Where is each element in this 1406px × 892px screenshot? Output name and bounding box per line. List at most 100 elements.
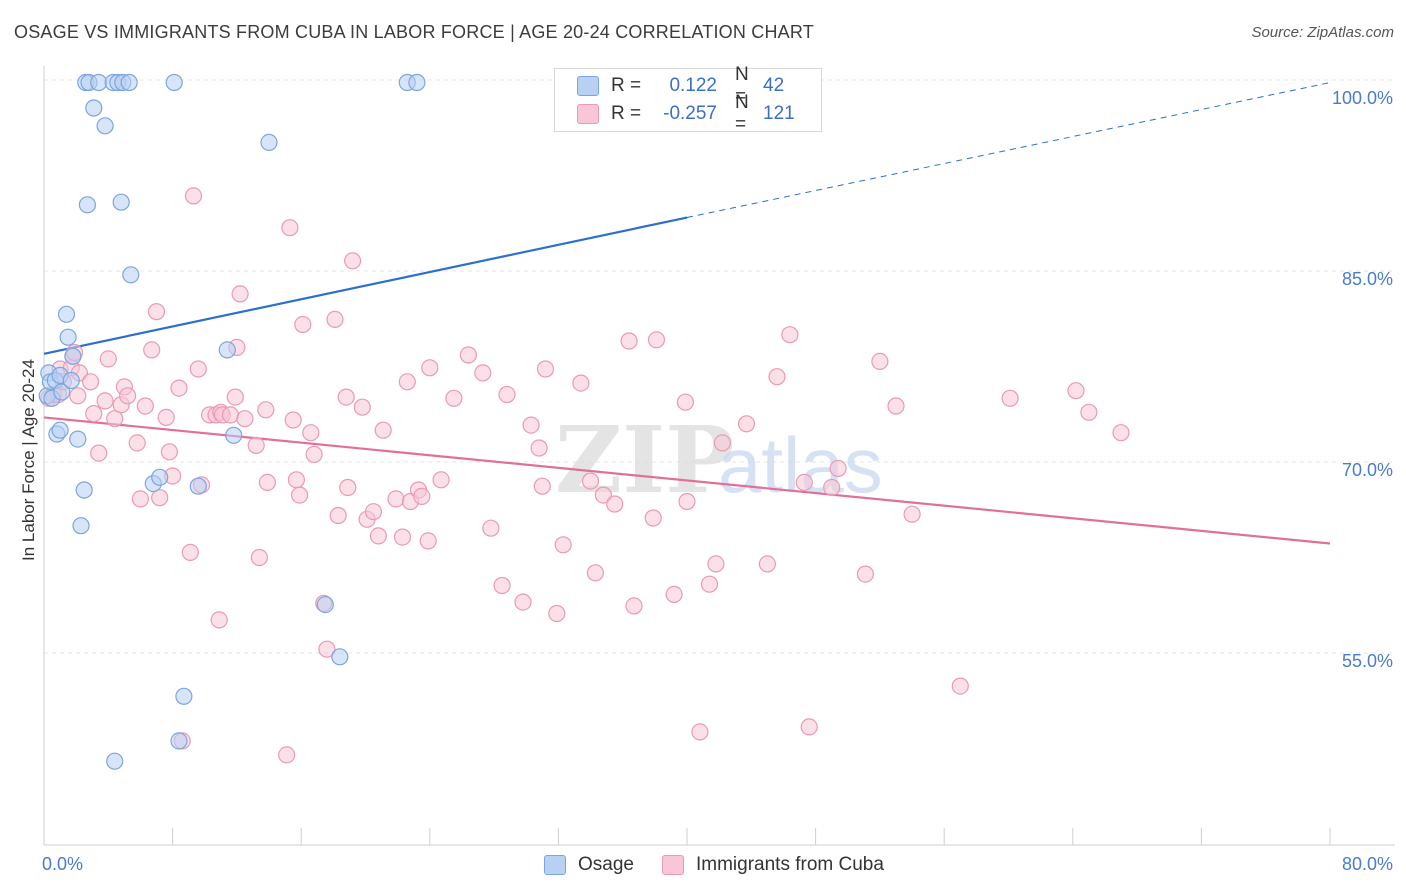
- stats-legend: R = 0.122 N = 42 R = -0.257 N = 121: [554, 64, 822, 135]
- osage-point: [72, 517, 90, 535]
- osage-trend-line: [43, 216, 688, 355]
- cuba-point: [445, 389, 463, 407]
- osage-point: [189, 477, 207, 495]
- osage-point: [218, 341, 236, 359]
- cuba-point: [257, 401, 275, 419]
- cuba-point: [795, 473, 813, 491]
- osage-point: [122, 266, 140, 284]
- osage-n-label: N =: [735, 64, 749, 107]
- cuba-point: [81, 373, 100, 391]
- x-tick-label: 80.0%: [1342, 854, 1393, 874]
- cuba-point: [353, 398, 371, 416]
- cuba-point: [226, 388, 244, 406]
- osage-point: [75, 481, 93, 499]
- cuba-point: [1080, 403, 1098, 421]
- cuba-n-value: 121: [763, 103, 795, 124]
- cuba-point: [1112, 424, 1130, 442]
- cuba-point: [128, 434, 146, 452]
- cuba-point: [533, 477, 551, 495]
- y-tick-label: 85.0%: [1342, 269, 1393, 289]
- tick-labels: 100.0% 85.0% 70.0% 55.0% 0.0% 80.0% In Labor F…: [19, 88, 1393, 874]
- osage-point: [78, 196, 97, 214]
- cuba-point: [287, 471, 305, 489]
- cuba-point: [620, 332, 638, 350]
- osage-point: [64, 347, 82, 365]
- cuba-point: [369, 527, 387, 545]
- cuba-point: [482, 519, 500, 537]
- cuba-point: [572, 374, 590, 392]
- cuba-point: [69, 387, 87, 405]
- cuba-point: [318, 640, 336, 658]
- cuba-point: [339, 478, 357, 497]
- cuba-point: [856, 565, 875, 583]
- osage-legend-label: Osage: [578, 854, 634, 875]
- cuba-point: [258, 473, 276, 491]
- cuba-point: [548, 604, 566, 623]
- cuba-point: [96, 392, 114, 410]
- cuba-point: [691, 723, 709, 741]
- legend-row-cuba: R = -0.257 N = 121: [577, 92, 795, 135]
- cuba-point: [184, 187, 203, 205]
- cuba-point: [530, 439, 548, 457]
- cuba-point: [160, 443, 178, 461]
- cuba-point: [644, 509, 662, 527]
- cuba-point: [326, 310, 344, 328]
- chart-title: OSAGE VS IMMIGRANTS FROM CUBA IN LABOR F…: [14, 22, 814, 42]
- cuba-point: [364, 503, 383, 521]
- cuba-point: [823, 478, 841, 497]
- osage-r-label: R =: [611, 75, 642, 96]
- cuba-point: [432, 471, 450, 489]
- cuba-point: [236, 410, 254, 428]
- cuba-point: [665, 585, 683, 604]
- osage-point: [57, 305, 76, 323]
- cuba-point: [99, 350, 117, 368]
- cuba-point: [85, 405, 103, 423]
- osage-point: [96, 117, 114, 135]
- data-points: [38, 73, 1130, 770]
- cuba-point: [594, 486, 613, 504]
- osage-swatch: [577, 76, 599, 96]
- y-tick-label: 100.0%: [1332, 88, 1393, 108]
- cuba-point: [393, 528, 412, 546]
- osage-point: [165, 73, 183, 92]
- cuba-point: [421, 359, 439, 377]
- cuba-point: [247, 436, 265, 454]
- axes: [43, 66, 1395, 846]
- cuba-point: [737, 415, 756, 433]
- osage-n-value: 42: [763, 75, 785, 96]
- cuba-point: [951, 677, 969, 695]
- osage-point: [51, 421, 69, 439]
- cuba-point: [118, 387, 137, 405]
- cuba-point: [707, 555, 725, 573]
- cuba-point: [536, 360, 555, 378]
- cuba-point: [329, 506, 347, 525]
- cuba-point: [281, 219, 299, 237]
- cuba-point: [147, 303, 166, 321]
- cuba-point: [181, 543, 199, 562]
- cuba-point: [189, 360, 207, 378]
- osage-point: [85, 99, 103, 117]
- cuba-point: [700, 575, 719, 593]
- osage-point: [120, 73, 138, 92]
- osage-point: [62, 371, 80, 390]
- cuba-point: [413, 487, 431, 505]
- cuba-point: [210, 611, 228, 629]
- cuba-point: [344, 252, 362, 270]
- cuba-point: [829, 459, 847, 477]
- osage-point: [316, 595, 334, 614]
- cuba-point: [250, 548, 268, 567]
- cuba-legend-label: Immigrants from Cuba: [696, 854, 884, 875]
- osage-point: [408, 73, 426, 92]
- cuba-point: [871, 352, 889, 370]
- watermark-zip: ZIP: [555, 406, 734, 514]
- cuba-point: [337, 388, 355, 406]
- cuba-point: [398, 373, 416, 391]
- cuba-point: [221, 406, 240, 424]
- cuba-point: [387, 490, 405, 508]
- watermark-atlas: atlas: [718, 421, 883, 509]
- osage-legend-swatch: [544, 855, 566, 875]
- osage-point: [225, 426, 243, 444]
- cuba-point: [514, 593, 532, 611]
